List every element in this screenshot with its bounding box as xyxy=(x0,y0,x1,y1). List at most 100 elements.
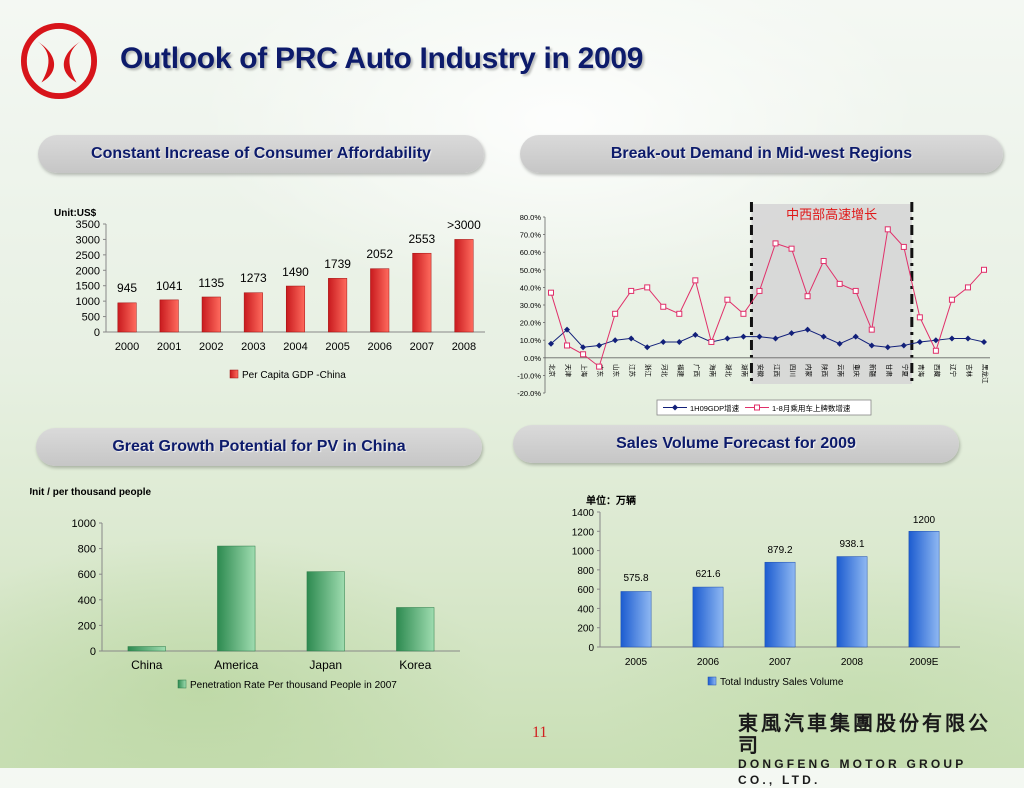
y-tick-label: -20.0% xyxy=(517,389,541,398)
unit-label: Unit:US$ xyxy=(54,208,97,219)
data-point xyxy=(868,342,875,349)
x-tick-label: 吉林 xyxy=(965,364,974,378)
bar-2003 xyxy=(243,292,263,333)
y-tick-label: 600 xyxy=(78,569,96,581)
data-point xyxy=(628,287,635,294)
data-label: 575.8 xyxy=(623,573,648,584)
x-tick-label: Korea xyxy=(399,658,431,672)
data-label: 621.6 xyxy=(695,569,720,580)
x-tick-label: 辽宁 xyxy=(949,364,958,378)
data-label: 1739 xyxy=(324,257,351,271)
legend-swatch xyxy=(707,676,717,686)
x-tick-label: 2004 xyxy=(283,341,307,353)
x-tick-label: 山东 xyxy=(612,364,621,378)
x-tick-label: 海南 xyxy=(708,364,717,378)
x-tick-label: 甘肃 xyxy=(885,364,894,378)
x-tick-label: 西藏 xyxy=(933,364,942,378)
data-point xyxy=(868,326,875,333)
data-label: 2052 xyxy=(366,247,393,261)
legend-marker-1 xyxy=(672,404,678,411)
y-tick-label: 800 xyxy=(577,566,594,577)
x-tick-label: 2005 xyxy=(325,341,349,353)
x-tick-label: 江西 xyxy=(773,364,781,378)
y-tick-label: 30.0% xyxy=(520,301,542,310)
legend-label: Per Capita GDP -China xyxy=(242,370,346,381)
sales-chart-header: Sales Volume Forecast for 2009 xyxy=(513,425,959,463)
data-point xyxy=(772,335,779,342)
y-tick-label: 40.0% xyxy=(520,283,542,292)
y-tick-label: 600 xyxy=(577,585,594,596)
data-point xyxy=(724,335,731,342)
data-point xyxy=(580,344,587,351)
data-point xyxy=(981,266,987,273)
data-point xyxy=(692,331,699,338)
x-tick-label: 安徽 xyxy=(756,364,765,378)
data-point xyxy=(756,287,763,294)
data-point xyxy=(788,330,795,337)
company-name-cn: 東風汽車集團股份有限公司 xyxy=(738,711,991,757)
x-tick-label: 江苏 xyxy=(628,364,637,378)
data-point xyxy=(740,310,747,317)
data-point xyxy=(644,344,651,351)
bar-2009E xyxy=(908,531,940,648)
data-point xyxy=(916,338,923,345)
y-tick-label: 1200 xyxy=(572,527,595,538)
x-tick-label: 上海 xyxy=(580,364,589,378)
highlight-band xyxy=(751,204,912,384)
data-label: 879.2 xyxy=(767,545,792,556)
y-tick-label: 1400 xyxy=(572,508,595,519)
dongfeng-logo-icon xyxy=(20,22,98,100)
y-tick-label: 3000 xyxy=(76,234,100,246)
data-label: 1041 xyxy=(156,279,183,293)
y-tick-label: 500 xyxy=(82,312,100,324)
y-tick-label: 70.0% xyxy=(520,231,542,240)
data-point xyxy=(596,342,603,349)
legend-swatch xyxy=(177,679,187,689)
page-title: Outlook of PRC Auto Industry in 2009 xyxy=(120,42,644,75)
y-tick-label: 0 xyxy=(94,327,100,339)
data-point xyxy=(692,277,699,284)
x-tick-label: 2002 xyxy=(199,341,223,353)
bar-2004 xyxy=(285,285,306,333)
x-tick-label: 湖北 xyxy=(724,364,733,378)
series-line-1 xyxy=(550,328,985,348)
x-tick-label: 内蒙 xyxy=(805,364,814,378)
bar-2008 xyxy=(836,556,868,648)
data-point xyxy=(660,338,667,345)
x-tick-label: 2005 xyxy=(625,657,648,668)
data-point xyxy=(596,363,603,370)
data-point xyxy=(772,240,779,247)
y-tick-label: 3500 xyxy=(76,219,100,231)
data-point xyxy=(820,258,827,264)
y-tick-label: 2500 xyxy=(76,250,100,262)
y-tick-label: 200 xyxy=(78,620,96,632)
y-tick-label: 0 xyxy=(588,643,594,654)
data-point xyxy=(884,226,891,233)
data-point xyxy=(900,342,907,349)
bar-2002 xyxy=(201,296,221,333)
data-label: 1273 xyxy=(240,271,267,285)
x-tick-label: 2009E xyxy=(910,657,939,668)
y-tick-label: 400 xyxy=(577,604,594,615)
y-tick-label: 2000 xyxy=(76,265,100,277)
y-tick-label: 400 xyxy=(78,595,96,607)
y-tick-label: 800 xyxy=(78,544,96,556)
y-tick-label: 1500 xyxy=(76,281,100,293)
data-point xyxy=(788,245,795,252)
data-point xyxy=(628,335,635,342)
x-tick-label: 浙江 xyxy=(644,364,653,378)
data-point xyxy=(932,337,939,344)
x-tick-label: 2003 xyxy=(241,341,265,353)
data-point xyxy=(804,326,811,333)
data-point xyxy=(564,326,571,333)
x-tick-label: 2007 xyxy=(410,341,434,353)
gdp-chart-header: Constant Increase of Consumer Affordabil… xyxy=(38,135,484,173)
x-tick-label: 2001 xyxy=(157,341,181,353)
bar-China xyxy=(127,646,166,652)
data-point xyxy=(724,296,731,303)
data-point xyxy=(964,284,971,291)
data-label: >3000 xyxy=(447,218,481,232)
company-name: 東風汽車集團股份有限公司 DONGFENG MOTOR GROUP CO., L… xyxy=(738,712,998,787)
data-point xyxy=(804,293,811,300)
data-point xyxy=(836,340,843,347)
